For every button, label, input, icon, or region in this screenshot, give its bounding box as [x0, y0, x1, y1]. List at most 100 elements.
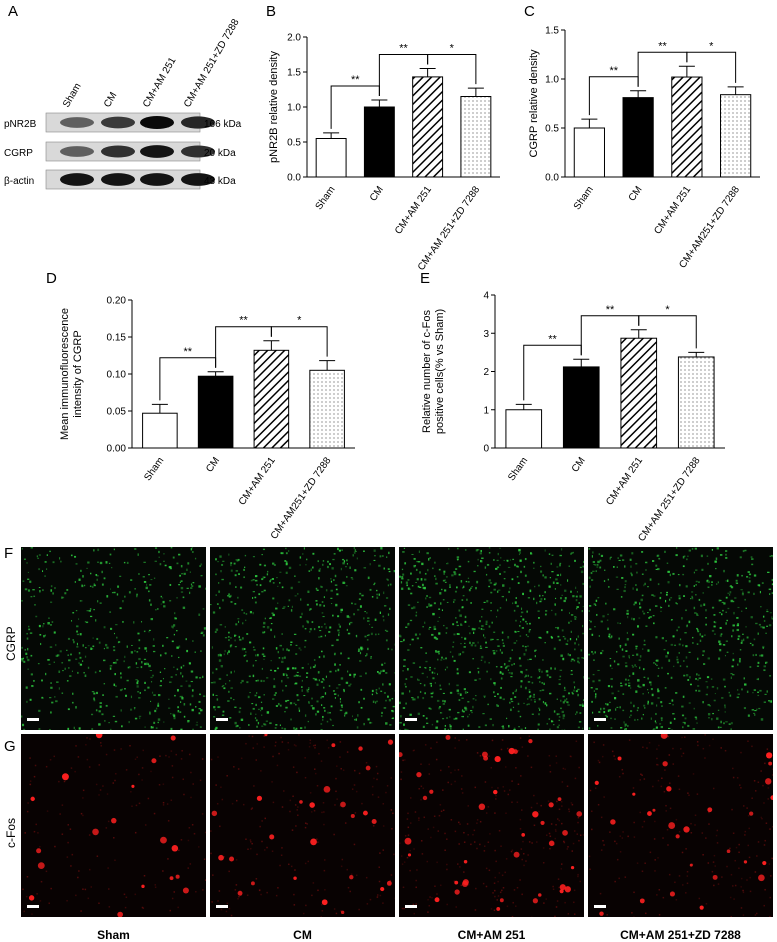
cgrp-signal: [307, 604, 309, 606]
cfos-background-signal: [155, 884, 157, 886]
cgrp-signal: [144, 647, 146, 649]
lane-label: CM+AM 251+ZD 7288: [182, 17, 242, 110]
cgrp-signal: [137, 691, 139, 692]
cgrp-signal: [80, 657, 82, 659]
cfos-background-signal: [552, 886, 554, 888]
cfos-background-signal: [114, 749, 116, 751]
cfos-background-signal: [609, 831, 611, 833]
cfos-background-signal: [294, 869, 296, 871]
cfos-background-signal: [474, 830, 476, 832]
cgrp-signal: [52, 592, 53, 594]
cgrp-signal: [392, 698, 394, 699]
cgrp-signal: [678, 595, 680, 597]
cfos-positive-cell: [218, 855, 224, 861]
cgrp-signal: [235, 574, 237, 576]
cgrp-signal: [93, 693, 95, 695]
cgrp-signal: [625, 683, 627, 685]
cgrp-signal: [687, 679, 689, 681]
blot-band: [60, 173, 94, 186]
cfos-background-signal: [342, 859, 344, 861]
cgrp-signal: [660, 592, 662, 593]
y-tick-label: 0.0: [545, 173, 559, 184]
cgrp-signal: [666, 592, 668, 593]
cgrp-signal: [235, 559, 237, 560]
cgrp-signal: [525, 727, 526, 729]
cgrp-signal: [480, 648, 482, 649]
cgrp-signal: [375, 634, 377, 636]
cfos-background-signal: [383, 803, 385, 805]
cfos-background-signal: [685, 892, 687, 894]
cfos-background-signal: [305, 777, 307, 779]
cfos-background-signal: [276, 895, 278, 897]
cgrp-signal: [234, 707, 236, 708]
cgrp-signal: [599, 567, 601, 569]
cfos-positive-cell: [493, 790, 497, 794]
cfos-background-signal: [137, 757, 139, 759]
cgrp-signal: [223, 711, 225, 713]
cfos-background-signal: [47, 810, 49, 812]
cgrp-signal: [557, 636, 559, 638]
cgrp-signal: [443, 703, 445, 704]
y-axis-label: Mean immunofluorescenceintensity of CGRP: [59, 308, 84, 440]
cgrp-signal: [771, 616, 772, 618]
cgrp-signal: [639, 602, 640, 604]
cgrp-signal: [632, 665, 633, 666]
cgrp-signal: [516, 640, 517, 641]
cgrp-signal: [70, 654, 72, 656]
cgrp-signal: [462, 716, 464, 717]
cfos-positive-cell: [269, 834, 274, 839]
cgrp-signal: [716, 558, 717, 560]
cgrp-signal: [498, 553, 499, 555]
cgrp-signal: [143, 576, 145, 577]
cgrp-signal: [190, 703, 191, 705]
cgrp-signal: [144, 631, 146, 632]
cgrp-signal: [677, 661, 679, 663]
cgrp-signal: [245, 620, 246, 621]
cgrp-signal: [264, 565, 266, 567]
cgrp-signal: [505, 667, 507, 669]
cgrp-signal: [574, 660, 575, 662]
cfos-background-signal: [421, 840, 423, 842]
cgrp-signal: [752, 709, 754, 710]
cgrp-signal: [316, 684, 318, 686]
cgrp-signal: [725, 612, 727, 613]
cgrp-signal: [566, 643, 568, 645]
cgrp-signal: [430, 683, 432, 684]
blot-kda-label: 20 kDa: [204, 148, 236, 159]
cgrp-signal: [704, 635, 705, 636]
cgrp-signal: [281, 680, 282, 682]
cgrp-signal: [451, 574, 453, 576]
cgrp-signal: [230, 637, 232, 638]
cfos-background-signal: [454, 781, 456, 783]
cgrp-signal: [110, 628, 112, 630]
cfos-background-signal: [418, 817, 420, 819]
bar: [574, 128, 604, 177]
cgrp-signal: [401, 576, 403, 578]
cgrp-signal: [522, 645, 524, 647]
cgrp-signal: [284, 657, 286, 659]
cgrp-signal: [221, 564, 223, 566]
cgrp-signal: [347, 615, 349, 617]
cgrp-signal: [370, 589, 372, 591]
cgrp-signal: [121, 725, 123, 727]
cgrp-signal: [114, 633, 115, 634]
cfos-background-signal: [290, 800, 292, 802]
cgrp-signal: [322, 564, 324, 566]
cgrp-signal: [581, 649, 583, 651]
cgrp-signal: [438, 632, 440, 634]
cfos-background-signal: [264, 849, 266, 851]
cfos-background-signal: [422, 853, 424, 855]
cgrp-signal: [422, 626, 423, 627]
cfos-background-signal: [192, 824, 194, 826]
cgrp-signal: [144, 689, 146, 691]
cgrp-signal: [314, 659, 315, 660]
cgrp-signal: [497, 705, 499, 707]
cfos-background-signal: [436, 759, 438, 761]
cgrp-signal: [630, 715, 632, 717]
cgrp-signal: [120, 607, 122, 609]
cgrp-signal: [673, 635, 675, 637]
cgrp-signal: [655, 720, 656, 722]
cgrp-signal: [718, 726, 720, 728]
cgrp-signal: [602, 650, 604, 652]
cgrp-signal: [681, 706, 683, 708]
